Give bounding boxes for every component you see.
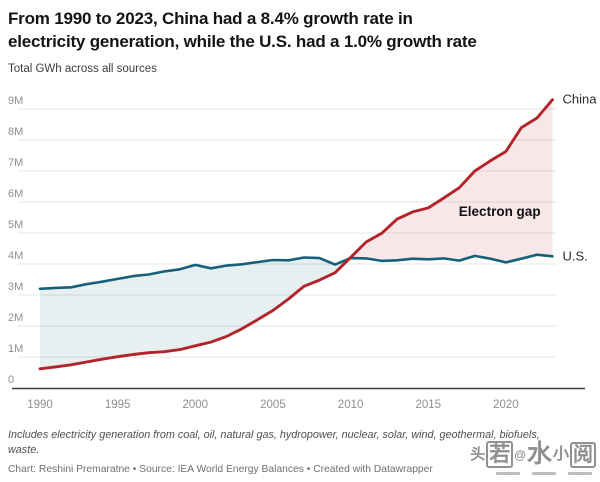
footnote-line-2: waste. (8, 444, 40, 456)
chart-title: From 1990 to 2023, China had a 8.4% grow… (8, 7, 477, 53)
x-tick-label: 1990 (27, 399, 53, 411)
y-tick-label: 4M (8, 250, 23, 262)
annotation-electron-gap: Electron gap (459, 204, 541, 219)
watermark: 头若 @ 水小阅 (470, 441, 596, 468)
y-tick-label: 3M (8, 281, 23, 293)
line-chart-canvas: 0 1M 2M 3M 4M 5M 6M 7M 8M 9M 1990 1995 2000 2005 2010 2… (8, 92, 597, 411)
watermark-char: 头 (470, 446, 486, 463)
gap-area-us-above (40, 257, 350, 369)
footnote-line-1: Includes electricity generation from coa… (8, 429, 540, 441)
watermark-char: 水 (526, 440, 552, 468)
x-tick-label: 2000 (183, 399, 209, 411)
y-tick-label: 5M (8, 219, 23, 231)
x-tick-label: 1995 (105, 399, 131, 411)
watermark-char: 小 (552, 445, 569, 463)
watermark-char: 阅 (570, 441, 596, 468)
gap-area-china-above (349, 99, 553, 263)
footnote: Includes electricity generation from coa… (8, 428, 592, 458)
y-tick-label: 0 (8, 374, 14, 386)
x-tick-label: 2015 (415, 399, 441, 411)
series-line-us (38, 253, 554, 291)
watermark-char: @ (514, 447, 526, 462)
y-tick-label: 6M (8, 188, 23, 200)
chart-title-line-2: electricity generation, while the U.S. h… (8, 32, 477, 51)
series-label-china: China (562, 92, 597, 107)
chart-title-line-1: From 1990 to 2023, China had a 8.4% grow… (8, 9, 413, 28)
y-tick-label: 1M (8, 343, 23, 355)
series-line-china (38, 98, 554, 371)
series-label-us: U.S. (562, 248, 587, 263)
y-tick-label: 7M (8, 157, 23, 169)
y-tick-label: 2M (8, 312, 23, 324)
y-tick-label: 9M (8, 95, 23, 107)
chart-subtitle: Total GWh across all sources (8, 63, 157, 75)
watermark-sub-marks (496, 472, 592, 475)
credit-line: Chart: Reshini Premaratne • Source: IEA … (8, 464, 433, 475)
y-tick-label: 8M (8, 126, 23, 138)
x-tick-label: 2005 (260, 399, 286, 411)
x-tick-label: 2010 (338, 399, 364, 411)
x-tick-label: 2020 (493, 399, 519, 411)
watermark-char: 若 (486, 441, 514, 468)
